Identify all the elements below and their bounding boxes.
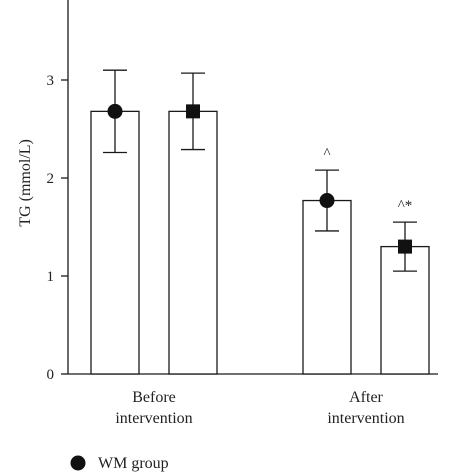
x-category-label: Before intervention xyxy=(115,389,192,427)
y-tick-label: 0 xyxy=(47,367,55,383)
circle-marker xyxy=(319,193,335,209)
legend: WM group xyxy=(70,455,169,472)
y-tick-label: 2 xyxy=(47,171,55,187)
bar xyxy=(90,110,140,375)
circle-marker xyxy=(107,103,123,119)
significance-annotation: ^* xyxy=(398,198,413,214)
y-tick-label: 1 xyxy=(47,269,55,285)
x-category-label-line: Before xyxy=(132,389,176,406)
axes: 0 1 2 3 TG (mmol/L) xyxy=(17,0,438,383)
bar xyxy=(168,110,218,375)
significance-annotation: ^ xyxy=(323,146,330,162)
x-category-label-line: intervention xyxy=(327,410,404,427)
legend-label: WM group xyxy=(98,455,169,472)
x-category-label: After intervention xyxy=(327,389,404,427)
square-marker xyxy=(398,239,412,254)
x-category-label-line: After xyxy=(349,389,383,406)
labels: Before intervention After intervention xyxy=(115,389,404,427)
legend-circle-marker xyxy=(70,455,86,471)
x-category-label-line: intervention xyxy=(115,410,192,427)
bars: ^ ^* xyxy=(90,69,430,375)
square-marker xyxy=(186,104,200,119)
y-tick-label: 3 xyxy=(47,73,55,89)
y-axis-title: TG (mmol/L) xyxy=(17,139,34,227)
